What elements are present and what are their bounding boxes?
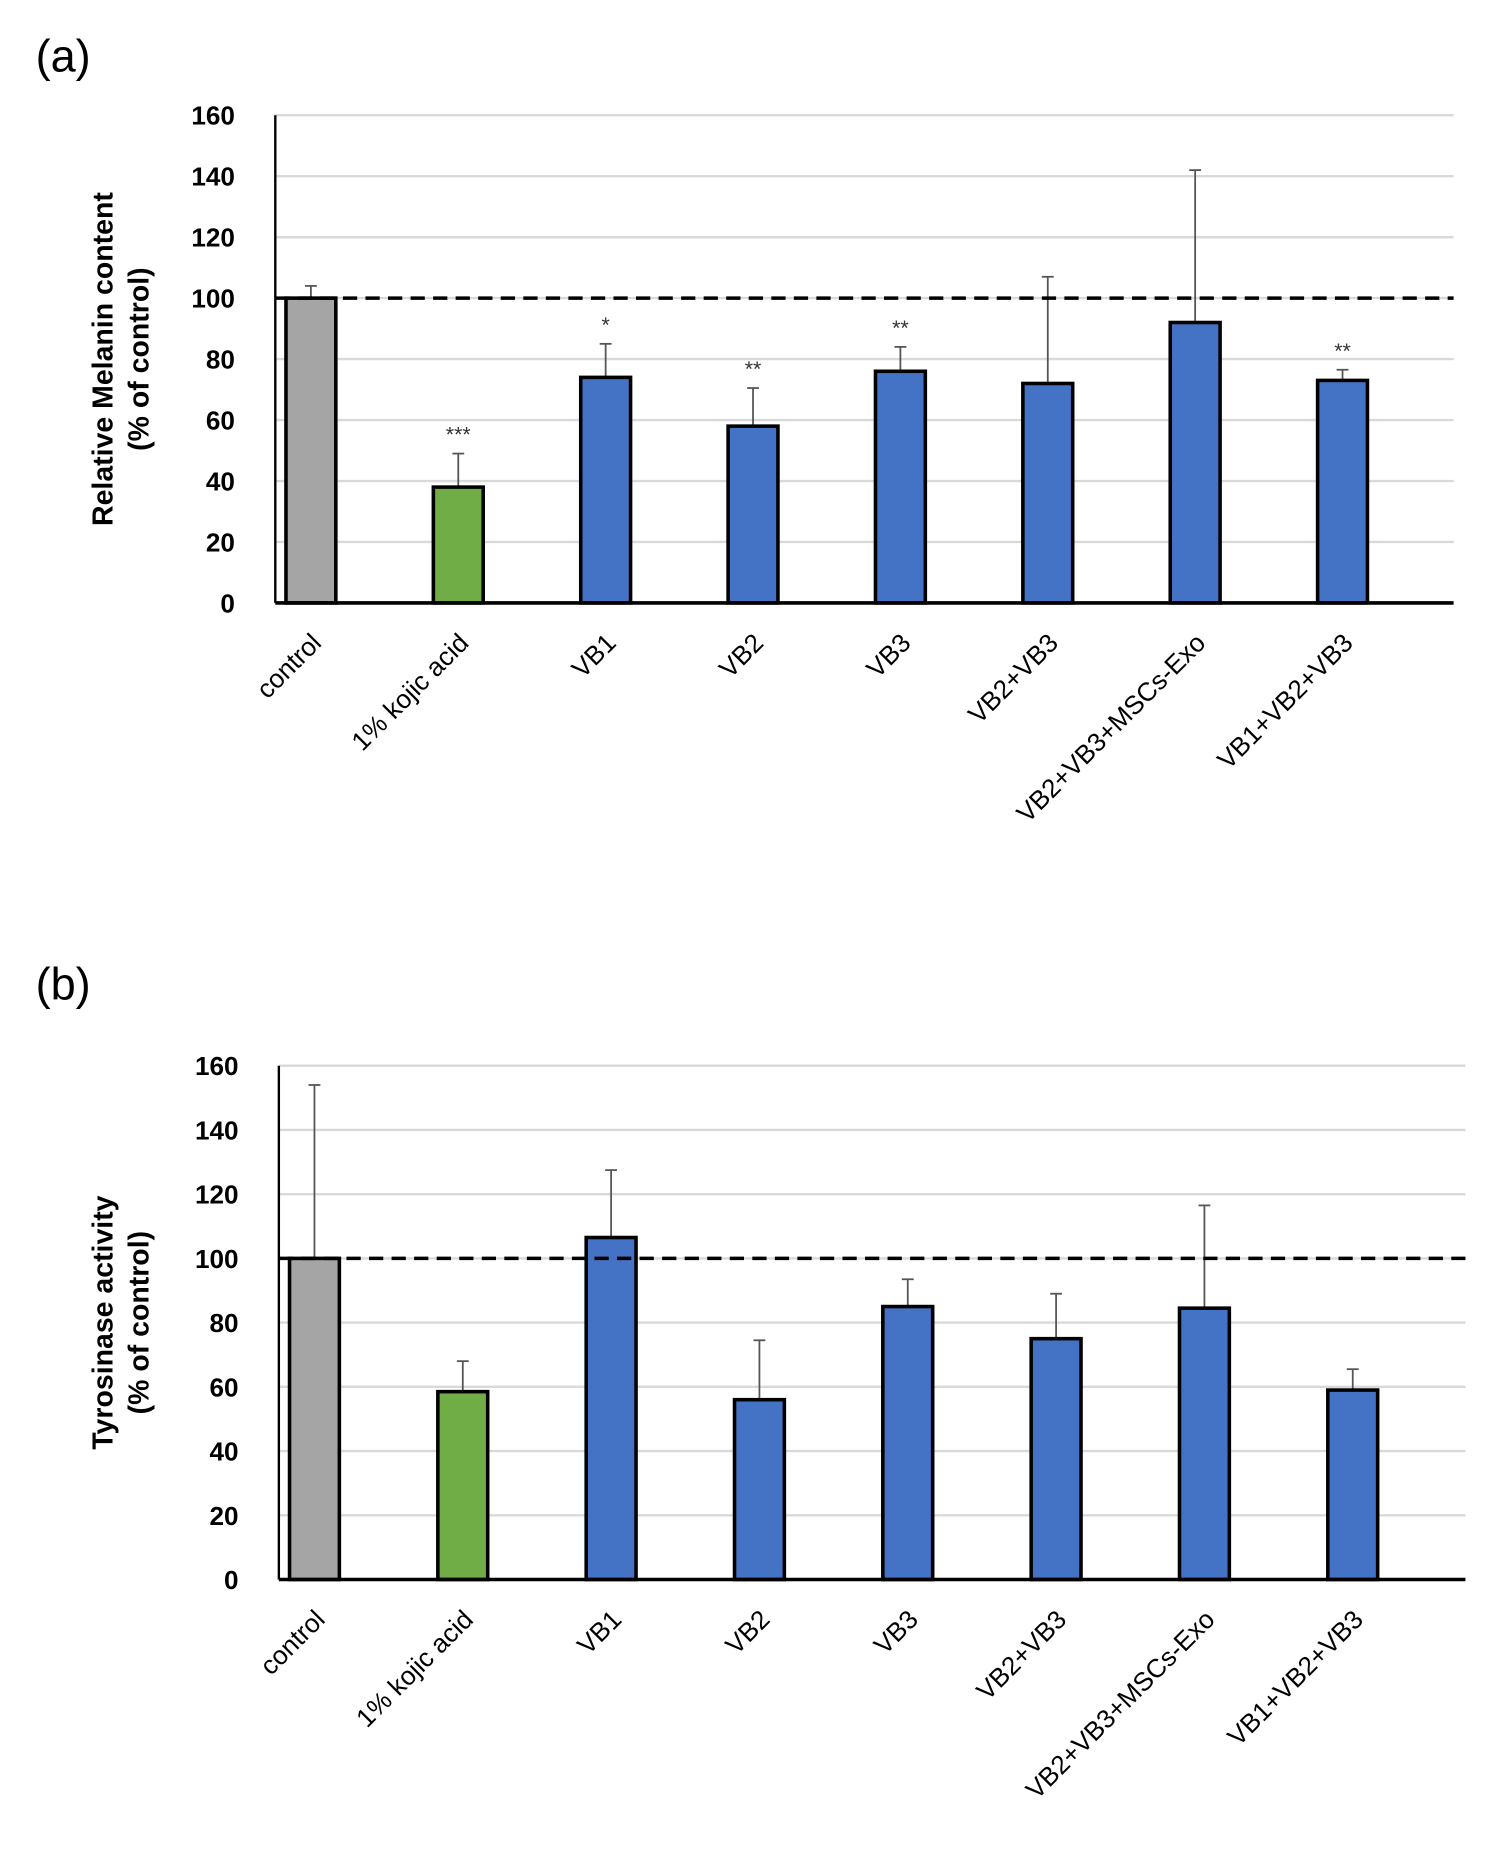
x-tick-label: VB2+VB3	[970, 1604, 1072, 1706]
y-axis-title-units: (% of control)	[123, 267, 155, 450]
y-tick-label: 0	[220, 588, 235, 618]
x-tick-label: control	[254, 1604, 331, 1681]
bar	[584, 1235, 638, 1582]
panel-label: (b)	[36, 958, 91, 1009]
x-tick-label: VB1+VB2+VB3	[1211, 627, 1358, 774]
y-tick-label: 80	[209, 1308, 238, 1338]
bar	[431, 485, 485, 605]
y-tick-label: 100	[195, 1244, 239, 1274]
bar	[732, 1397, 787, 1582]
bar	[1326, 1388, 1380, 1582]
bar	[436, 1389, 490, 1582]
bar	[1177, 1306, 1232, 1582]
chart-panel-b: (b) 0 20 40 60 80 100 120 140 160 Tyrosinase activ…	[36, 958, 1466, 1805]
significance-marker: *	[601, 313, 609, 337]
x-tick-label: VB1	[571, 1604, 627, 1660]
significance-marker: **	[745, 357, 762, 381]
bar	[1029, 1336, 1083, 1582]
bar	[284, 296, 338, 605]
y-tick-label: 80	[206, 345, 235, 375]
bar	[1168, 320, 1222, 605]
x-tick-label: VB2	[719, 1604, 775, 1660]
y-tick-label: 20	[206, 527, 235, 557]
bar	[578, 375, 633, 605]
y-tick-label: 160	[195, 1051, 239, 1081]
bar	[287, 1256, 342, 1582]
x-tick-label: 1% kojic acid	[345, 627, 474, 756]
x-tick-label: VB2+VB3	[962, 627, 1064, 729]
bar	[1315, 378, 1370, 605]
y-tick-label: 40	[206, 467, 235, 497]
x-tick-label: VB1+VB2+VB3	[1221, 1604, 1368, 1751]
bar	[1021, 381, 1075, 605]
bar	[873, 369, 928, 605]
significance-marker: **	[1334, 339, 1351, 363]
y-tick-label: 140	[195, 1115, 239, 1145]
y-tick-label: 100	[191, 284, 235, 314]
y-tick-label: 0	[224, 1565, 239, 1595]
x-tick-label: VB1	[566, 627, 622, 683]
y-tick-label: 60	[209, 1372, 238, 1402]
x-tick-label: control	[250, 627, 327, 704]
y-axis-title: Tyrosinase activity	[88, 1195, 120, 1449]
y-axis-title: Relative Melanin content	[88, 192, 120, 526]
y-tick-label: 20	[209, 1501, 238, 1531]
significance-marker: ***	[446, 423, 471, 447]
x-tick-label: VB3	[860, 627, 916, 683]
x-tick-label: VB2	[713, 627, 769, 683]
x-tick-label: VB3	[868, 1604, 924, 1660]
significance-marker: **	[892, 316, 909, 340]
y-tick-label: 120	[191, 223, 235, 253]
y-axis-title-units: (% of control)	[123, 1231, 155, 1414]
y-tick-label: 120	[195, 1180, 239, 1210]
bar	[881, 1304, 935, 1582]
chart-panel-a: (a) 0 20 40 60 80 100 120 140 160 Relative Melanin…	[36, 30, 1454, 828]
y-tick-label: 140	[191, 162, 235, 192]
bar	[726, 424, 780, 605]
y-tick-label: 60	[206, 406, 235, 436]
y-tick-label: 40	[209, 1437, 238, 1467]
y-tick-label: 160	[191, 101, 235, 131]
panel-label: (a)	[36, 30, 91, 81]
x-tick-label: 1% kojic acid	[350, 1604, 479, 1733]
